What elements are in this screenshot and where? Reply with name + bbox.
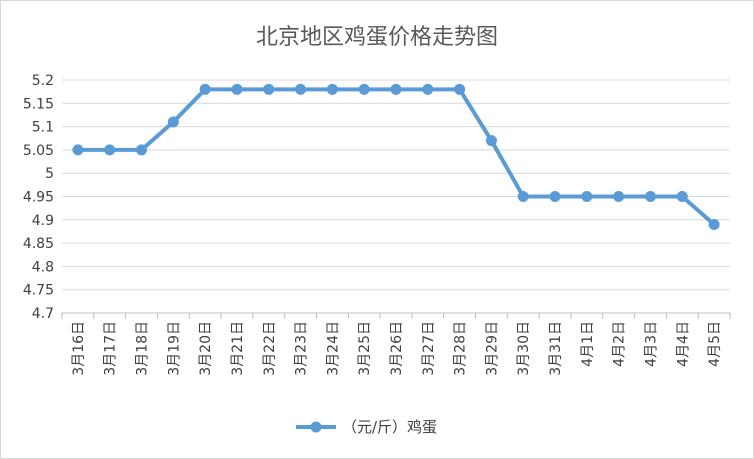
data-point[interactable] <box>72 144 84 156</box>
series-layer <box>72 83 720 230</box>
legend[interactable]: （元/斤）鸡蛋 <box>296 418 437 436</box>
data-point[interactable] <box>613 191 625 202</box>
data-point[interactable] <box>295 83 307 95</box>
data-point[interactable] <box>517 191 529 202</box>
y-tick-label: 4.95 <box>23 190 54 206</box>
x-tick-label: 3月18日 <box>135 321 151 376</box>
x-tick-label: 3月29日 <box>484 321 500 376</box>
x-tick-label: 3月22日 <box>262 321 278 376</box>
data-point[interactable] <box>644 191 656 202</box>
y-tick-label: 4.85 <box>23 236 54 252</box>
x-tick-label: 3月21日 <box>230 321 246 376</box>
x-tick-label: 3月28日 <box>453 321 469 376</box>
data-point[interactable] <box>326 83 338 95</box>
data-point[interactable] <box>454 83 466 95</box>
data-point[interactable] <box>231 83 243 95</box>
y-tick-label: 4.8 <box>32 259 54 275</box>
legend-label: （元/斤）鸡蛋 <box>342 418 437 436</box>
data-point[interactable] <box>263 83 275 95</box>
x-tick-label: 4月2日 <box>612 321 628 367</box>
y-tick-label: 4.75 <box>23 283 54 299</box>
x-tick-label: 4月1日 <box>580 321 596 367</box>
y-axis-ticks: 4.7 4.75 4.8 4.85 4.9 4.95 5 5.05 5.1 5.15 5.2 <box>23 73 54 322</box>
data-point[interactable] <box>167 116 179 128</box>
data-point[interactable] <box>390 83 402 95</box>
y-tick-label: 5 <box>45 166 54 182</box>
data-point[interactable] <box>136 144 148 156</box>
x-tick-label: 3月17日 <box>103 321 119 376</box>
x-tick-label: 4月5日 <box>707 321 723 367</box>
x-tick-label: 3月26日 <box>389 321 405 376</box>
y-tick-label: 5.15 <box>23 96 54 112</box>
data-point[interactable] <box>676 191 688 202</box>
x-tick-label: 4月4日 <box>675 321 691 367</box>
x-tick-label: 3月24日 <box>325 321 341 376</box>
chart-title: 北京地区鸡蛋价格走势图 <box>256 25 498 50</box>
y-tick-label: 5.1 <box>32 120 54 136</box>
x-tick-label: 4月3日 <box>643 321 659 367</box>
x-tick-label: 3月31日 <box>548 321 564 376</box>
data-point[interactable] <box>549 191 561 202</box>
x-tick-label: 3月30日 <box>516 321 532 376</box>
y-tick-label: 5.05 <box>23 143 54 159</box>
data-point[interactable] <box>422 83 434 95</box>
x-tick-label: 3月20日 <box>198 321 214 376</box>
data-point[interactable] <box>485 135 497 147</box>
data-point[interactable] <box>199 83 211 95</box>
y-tick-label: 4.7 <box>32 306 54 322</box>
data-point[interactable] <box>104 144 116 156</box>
grid-lines <box>62 79 730 314</box>
x-tick-label: 3月27日 <box>421 321 437 376</box>
y-tick-label: 4.9 <box>32 213 54 229</box>
x-tick-label: 3月16日 <box>71 321 87 376</box>
x-tick-label: 3月19日 <box>166 321 182 376</box>
x-axis-ticks: 3月16日 3月17日 3月18日 3月19日 3月20日 3月21日 3月22日 3月23日… <box>61 313 731 376</box>
data-point[interactable] <box>708 218 720 230</box>
x-tick-label: 3月25日 <box>357 321 373 376</box>
x-tick-label: 3月23日 <box>294 321 310 376</box>
data-point[interactable] <box>358 83 370 95</box>
y-tick-label: 5.2 <box>32 73 54 89</box>
data-point[interactable] <box>581 191 593 202</box>
legend-marker-icon <box>310 421 322 433</box>
